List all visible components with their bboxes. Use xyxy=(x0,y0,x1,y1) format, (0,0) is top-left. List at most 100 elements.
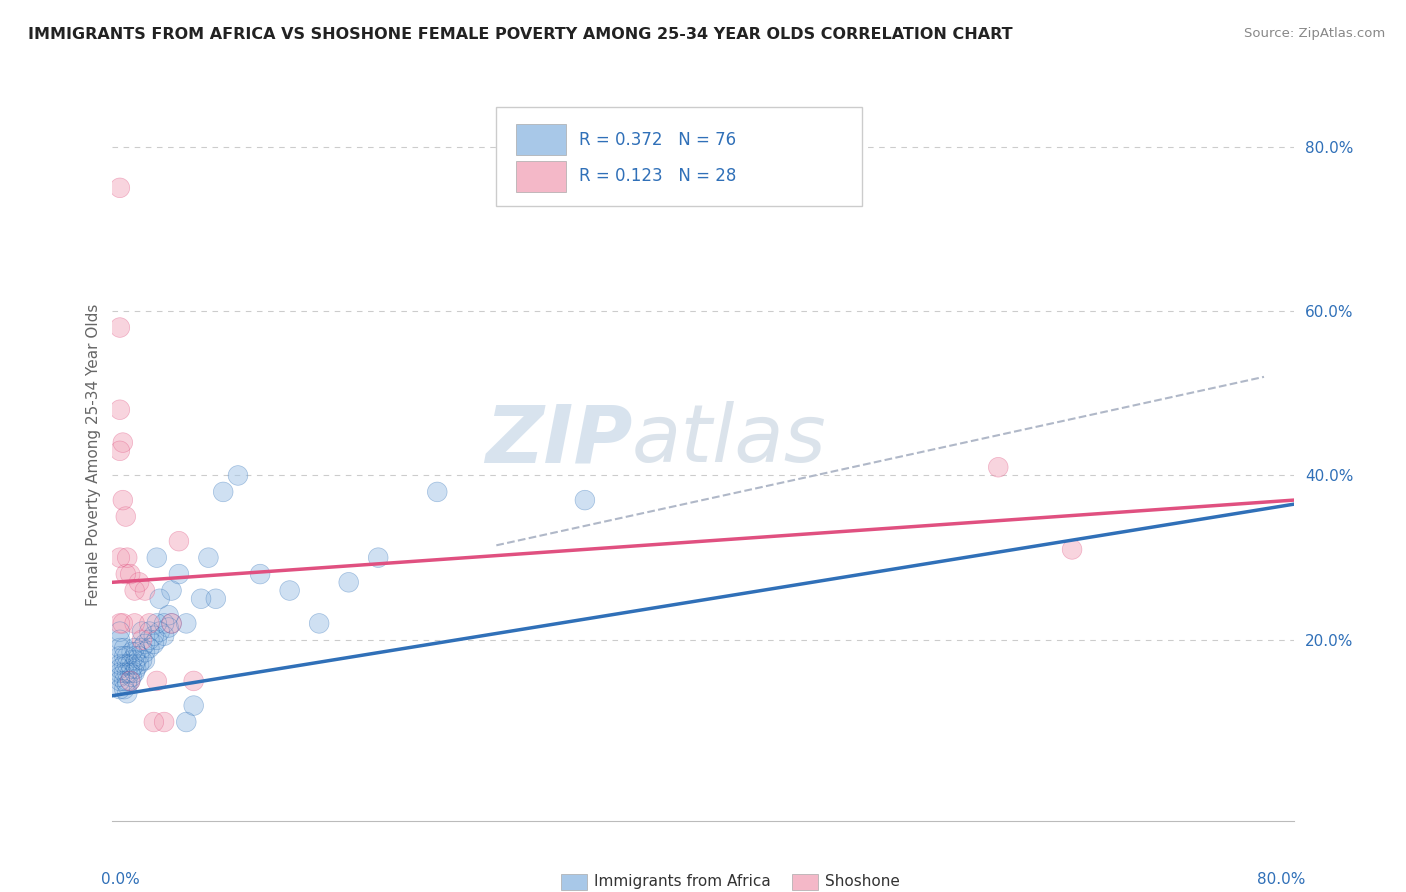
Point xyxy=(153,629,176,643)
Point xyxy=(183,698,205,713)
Point xyxy=(197,550,219,565)
Point xyxy=(337,575,360,590)
Point xyxy=(138,641,160,656)
Point xyxy=(138,632,160,647)
Point xyxy=(138,624,160,639)
Point xyxy=(125,653,148,667)
Point xyxy=(212,484,235,499)
Point xyxy=(117,686,138,700)
Text: IMMIGRANTS FROM AFRICA VS SHOSHONE FEMALE POVERTY AMONG 25-34 YEAR OLDS CORRELAT: IMMIGRANTS FROM AFRICA VS SHOSHONE FEMAL… xyxy=(28,27,1012,42)
Point xyxy=(574,493,596,508)
Point xyxy=(142,714,165,729)
Point xyxy=(128,575,150,590)
Text: Source: ZipAtlas.com: Source: ZipAtlas.com xyxy=(1244,27,1385,40)
Point xyxy=(120,665,142,680)
Point xyxy=(134,637,156,651)
Point xyxy=(308,616,330,631)
Point xyxy=(149,624,172,639)
Point xyxy=(124,583,146,598)
Point xyxy=(112,657,135,672)
Point xyxy=(108,662,131,676)
Point xyxy=(112,657,135,672)
Point xyxy=(134,653,156,667)
Point xyxy=(124,641,146,656)
Point xyxy=(212,484,235,499)
Point xyxy=(205,591,228,606)
Point xyxy=(142,629,165,643)
Point xyxy=(117,550,138,565)
Point xyxy=(134,645,156,659)
Point xyxy=(108,550,131,565)
Point xyxy=(111,493,134,508)
Point xyxy=(121,653,143,667)
Point xyxy=(108,682,131,697)
Point xyxy=(112,665,135,680)
Point xyxy=(108,624,131,639)
Point xyxy=(226,468,249,483)
Point xyxy=(146,632,169,647)
Point xyxy=(108,673,131,688)
Point xyxy=(125,662,148,676)
Point xyxy=(426,484,449,499)
Bar xyxy=(792,874,817,890)
Point xyxy=(112,665,135,680)
Point xyxy=(337,575,360,590)
Point xyxy=(111,493,134,508)
Point xyxy=(1062,542,1084,557)
Point xyxy=(157,620,180,634)
Point xyxy=(128,649,150,664)
Point xyxy=(174,714,197,729)
Point xyxy=(108,670,131,684)
Point xyxy=(138,624,160,639)
Point xyxy=(142,629,165,643)
Point xyxy=(134,637,156,651)
Text: 0.0%: 0.0% xyxy=(101,871,139,887)
Point xyxy=(278,583,301,598)
Point xyxy=(146,673,169,688)
Point xyxy=(117,550,138,565)
Point xyxy=(108,657,131,672)
Point xyxy=(131,624,153,639)
Point xyxy=(146,616,169,631)
Point xyxy=(120,567,142,582)
Point xyxy=(138,632,160,647)
Point xyxy=(138,616,160,631)
Point xyxy=(157,608,180,623)
Text: atlas: atlas xyxy=(633,401,827,479)
Point xyxy=(131,653,153,667)
Point xyxy=(138,641,160,656)
Point xyxy=(205,591,228,606)
Point xyxy=(174,616,197,631)
Point xyxy=(117,649,138,664)
Point xyxy=(131,641,153,656)
Text: Shoshone: Shoshone xyxy=(825,874,900,888)
Point xyxy=(153,616,176,631)
Point xyxy=(160,616,183,631)
Text: R = 0.372   N = 76: R = 0.372 N = 76 xyxy=(579,130,737,149)
Bar xyxy=(516,161,567,192)
Point xyxy=(108,670,131,684)
Point xyxy=(128,657,150,672)
Point xyxy=(108,682,131,697)
Point xyxy=(120,567,142,582)
Point xyxy=(124,657,146,672)
Point xyxy=(117,686,138,700)
Point xyxy=(153,629,176,643)
Point xyxy=(134,583,156,598)
Point xyxy=(120,673,142,688)
Point xyxy=(142,714,165,729)
Point xyxy=(134,645,156,659)
Point xyxy=(125,645,148,659)
Point xyxy=(121,645,143,659)
Point xyxy=(153,714,176,729)
Point xyxy=(120,665,142,680)
Point xyxy=(128,657,150,672)
Point xyxy=(124,616,146,631)
Point xyxy=(108,665,131,680)
Point xyxy=(125,645,148,659)
Point xyxy=(987,460,1010,475)
Point xyxy=(367,550,389,565)
Point xyxy=(128,649,150,664)
Point xyxy=(308,616,330,631)
Point xyxy=(160,583,183,598)
